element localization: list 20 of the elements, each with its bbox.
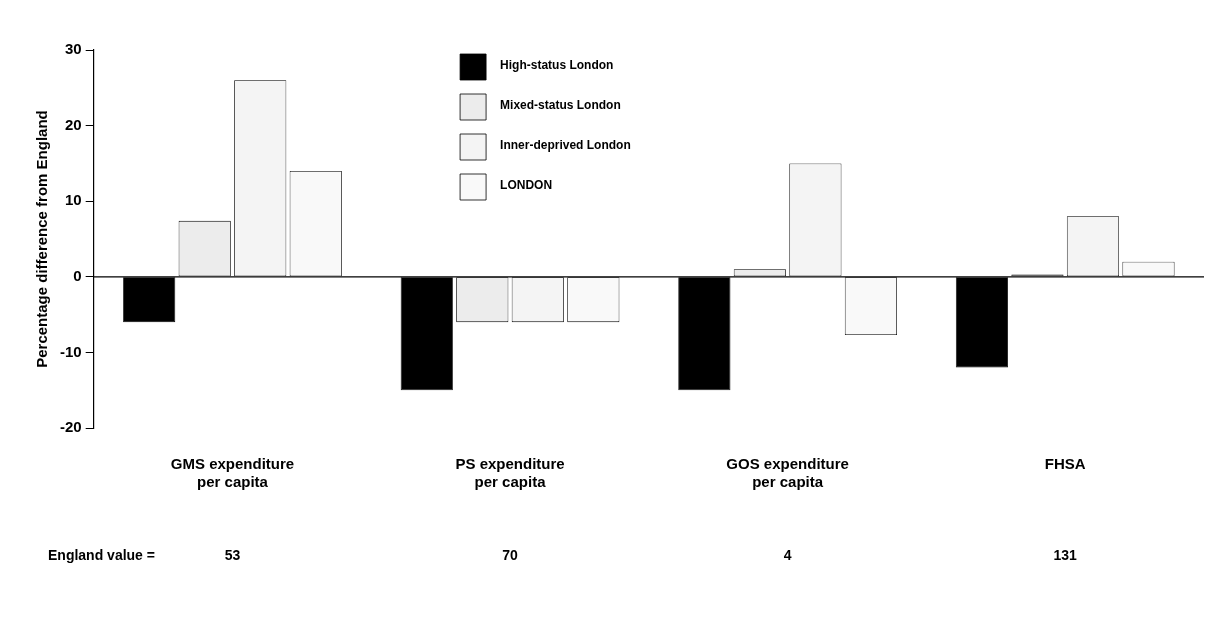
y-tick-label: -10	[59, 342, 82, 360]
x-tick-label: GMS expenditure per capita	[170, 455, 295, 491]
y-tick-label: 20	[64, 115, 82, 133]
legend-label: High-status London	[500, 58, 614, 73]
x-tick-label: GOS expenditure per capita	[726, 455, 849, 491]
legend-label: Mixed-status London	[500, 98, 621, 113]
y-tick-label: 10	[64, 191, 82, 209]
text: 70	[502, 546, 519, 563]
legend-label: Inner-deprived London	[500, 138, 631, 153]
text: 4	[783, 546, 792, 563]
y-axis-title: Percentage difference from England	[33, 110, 51, 368]
text: 131	[1053, 546, 1078, 563]
legend-label: LONDON	[500, 178, 553, 193]
x-tick-label: FHSA	[1044, 455, 1086, 473]
text: England value =	[48, 546, 155, 563]
y-tick-label: 30	[64, 40, 82, 58]
text: 53	[224, 546, 241, 563]
x-tick-label: PS expenditure per capita	[455, 455, 565, 491]
y-tick-label: 0	[73, 266, 82, 284]
y-tick-label: -20	[59, 418, 82, 436]
